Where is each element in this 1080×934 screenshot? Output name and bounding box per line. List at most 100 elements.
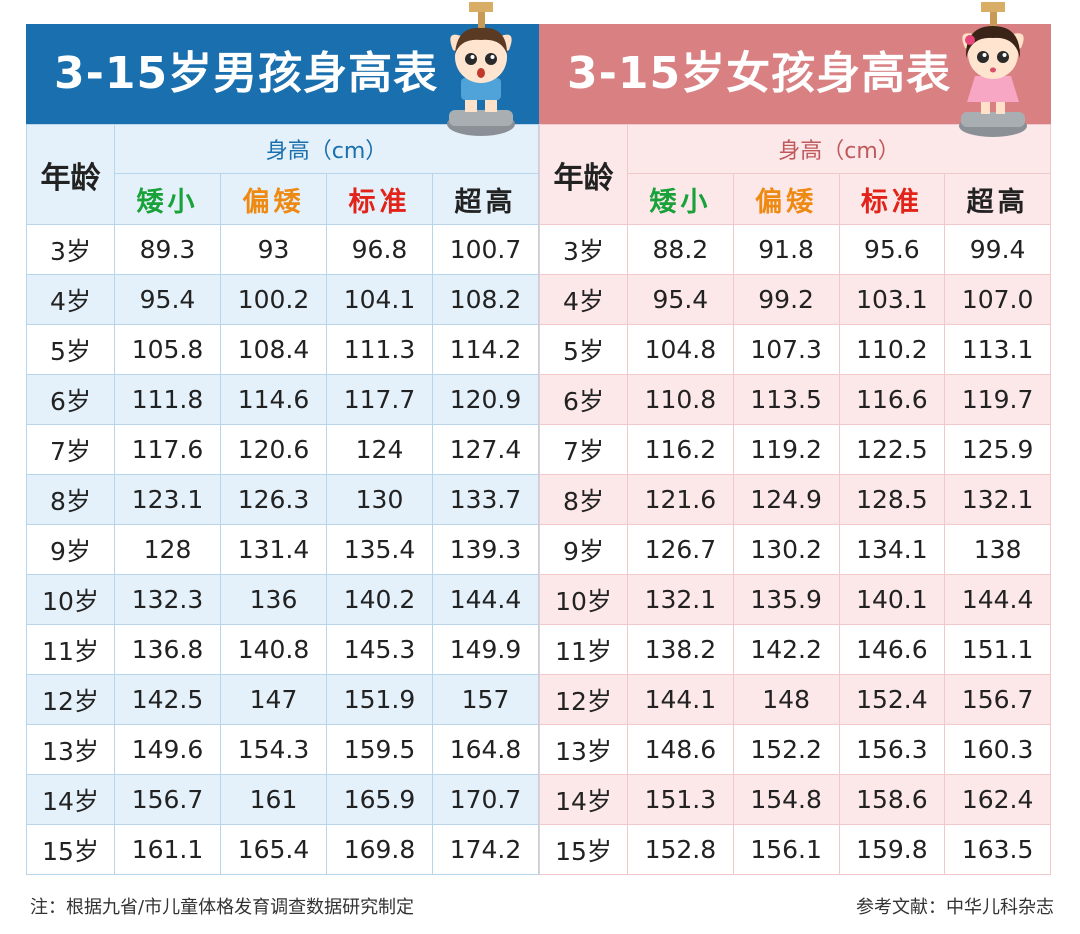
height-value-cell: 154.8 [732, 774, 840, 825]
height-value-cell: 136.8 [114, 624, 221, 675]
height-value-cell: 133.7 [432, 474, 539, 525]
height-value-cell: 142.2 [732, 624, 840, 675]
height-value-cell: 95.6 [838, 224, 946, 275]
age-cell: 8岁 [26, 474, 115, 525]
height-value-cell: 119.2 [732, 424, 840, 475]
age-cell: 13岁 [539, 724, 628, 775]
girls-title: 3-15岁女孩身高表 [567, 48, 952, 99]
height-value-cell: 121.6 [627, 474, 734, 525]
category-tall: 超高 [944, 173, 1051, 225]
category-standard: 标准 [326, 173, 433, 225]
table-row: 12岁 144.1 148 152.4 156.7 [539, 674, 1051, 725]
age-cell: 7岁 [26, 424, 115, 475]
table-row: 11岁 138.2 142.2 146.6 151.1 [539, 624, 1051, 675]
height-value-cell: 149.9 [432, 624, 539, 675]
height-value-cell: 136 [220, 574, 327, 625]
height-value-cell: 139.3 [432, 524, 539, 575]
height-value-cell: 148.6 [627, 724, 734, 775]
height-value-cell: 146.6 [838, 624, 946, 675]
age-cell: 14岁 [539, 774, 628, 825]
height-value-cell: 111.8 [114, 374, 221, 425]
table-row: 5岁 105.8 108.4 111.3 114.2 [26, 324, 539, 375]
height-value-cell: 96.8 [326, 224, 433, 275]
height-value-cell: 126.7 [627, 524, 734, 575]
age-cell: 11岁 [539, 624, 628, 675]
height-value-cell: 110.2 [838, 324, 946, 375]
height-value-cell: 107.0 [944, 274, 1051, 325]
height-value-cell: 138 [944, 524, 1051, 575]
height-value-cell: 103.1 [838, 274, 946, 325]
height-value-cell: 91.8 [732, 224, 840, 275]
age-cell: 6岁 [26, 374, 115, 425]
boys-title: 3-15岁男孩身高表 [54, 48, 439, 99]
height-value-cell: 113.1 [944, 324, 1051, 375]
height-value-cell: 165.4 [220, 824, 327, 875]
height-value-cell: 120.6 [220, 424, 327, 475]
table-row: 10岁 132.1 135.9 140.1 144.4 [539, 574, 1051, 625]
table-row: 5岁 104.8 107.3 110.2 113.1 [539, 324, 1051, 375]
height-value-cell: 93 [220, 224, 327, 275]
height-value-cell: 159.5 [326, 724, 433, 775]
height-value-cell: 114.2 [432, 324, 539, 375]
height-value-cell: 158.6 [838, 774, 946, 825]
height-value-cell: 152.2 [732, 724, 840, 775]
height-value-cell: 110.8 [627, 374, 734, 425]
age-cell: 15岁 [26, 824, 115, 875]
table-row: 9岁 126.7 130.2 134.1 138 [539, 524, 1051, 575]
height-value-cell: 122.5 [838, 424, 946, 475]
height-value-cell: 135.4 [326, 524, 433, 575]
age-cell: 14岁 [26, 774, 115, 825]
height-value-cell: 142.5 [114, 674, 221, 725]
height-value-cell: 100.2 [220, 274, 327, 325]
height-value-cell: 135.9 [732, 574, 840, 625]
girls-height-panel: 3-15岁女孩身高表 年龄 身高（cm） [539, 2, 1051, 875]
height-value-cell: 163.5 [944, 824, 1051, 875]
height-value-cell: 170.7 [432, 774, 539, 825]
table-row: 15岁 161.1 165.4 169.8 174.2 [26, 824, 539, 875]
height-value-cell: 149.6 [114, 724, 221, 775]
table-row: 7岁 117.6 120.6 124 127.4 [26, 424, 539, 475]
height-value-cell: 147 [220, 674, 327, 725]
age-header: 年龄 [26, 124, 115, 225]
height-value-cell: 162.4 [944, 774, 1051, 825]
category-below-average: 偏矮 [220, 173, 327, 225]
height-value-cell: 156.7 [114, 774, 221, 825]
table-row: 13岁 149.6 154.3 159.5 164.8 [26, 724, 539, 775]
age-cell: 3岁 [26, 224, 115, 275]
height-value-cell: 117.7 [326, 374, 433, 425]
height-value-cell: 160.3 [944, 724, 1051, 775]
boys-banner: 3-15岁男孩身高表 [26, 2, 539, 136]
age-cell: 5岁 [26, 324, 115, 375]
height-value-cell: 140.8 [220, 624, 327, 675]
table-row: 8岁 121.6 124.9 128.5 132.1 [539, 474, 1051, 525]
height-value-cell: 104.1 [326, 274, 433, 325]
category-short: 矮小 [114, 173, 221, 225]
table-row: 6岁 110.8 113.5 116.6 119.7 [539, 374, 1051, 425]
height-value-cell: 161 [220, 774, 327, 825]
height-value-cell: 165.9 [326, 774, 433, 825]
height-value-cell: 99.2 [732, 274, 840, 325]
table-row: 4岁 95.4 100.2 104.1 108.2 [26, 274, 539, 325]
table-row: 14岁 151.3 154.8 158.6 162.4 [539, 774, 1051, 825]
height-value-cell: 145.3 [326, 624, 433, 675]
girls-height-table: 年龄 身高（cm） 矮小 偏矮 标准 超高 3岁 88.2 91.8 95.6 99.4… [539, 124, 1051, 875]
table-row: 7岁 116.2 119.2 122.5 125.9 [539, 424, 1051, 475]
table-row: 10岁 132.3 136 140.2 144.4 [26, 574, 539, 625]
height-value-cell: 140.2 [326, 574, 433, 625]
height-value-cell: 119.7 [944, 374, 1051, 425]
height-value-cell: 127.4 [432, 424, 539, 475]
height-value-cell: 132.1 [944, 474, 1051, 525]
height-value-cell: 99.4 [944, 224, 1051, 275]
table-row: 8岁 123.1 126.3 130 133.7 [26, 474, 539, 525]
age-cell: 4岁 [26, 274, 115, 325]
height-value-cell: 95.4 [114, 274, 221, 325]
height-value-cell: 138.2 [627, 624, 734, 675]
table-row: 9岁 128 131.4 135.4 139.3 [26, 524, 539, 575]
height-value-cell: 88.2 [627, 224, 734, 275]
height-value-cell: 144.1 [627, 674, 734, 725]
height-value-cell: 128.5 [838, 474, 946, 525]
age-cell: 15岁 [539, 824, 628, 875]
height-value-cell: 132.1 [627, 574, 734, 625]
boys-height-table: 年龄 身高（cm） 矮小 偏矮 标准 超高 3岁 89.3 93 96.8 100.7 4… [26, 124, 539, 875]
table-row: 4岁 95.4 99.2 103.1 107.0 [539, 274, 1051, 325]
